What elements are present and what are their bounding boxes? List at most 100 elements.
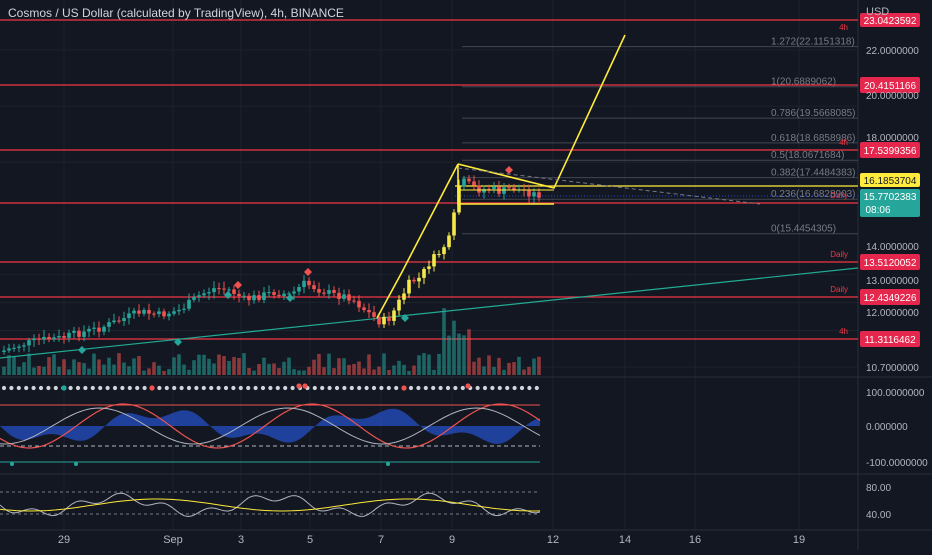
oscillator-dot	[135, 385, 140, 391]
level-price-tag	[860, 331, 920, 347]
level-price-tag	[860, 77, 920, 93]
oscillator-axis-tick: -100.0000000	[866, 458, 928, 469]
y-axis-tick: 20.0000000	[866, 91, 919, 102]
candle-body	[32, 338, 36, 341]
level-timeframe-label: Daily	[830, 191, 848, 200]
volume-bar	[27, 353, 31, 375]
y-axis-tick: 12.0000000	[866, 308, 919, 319]
oscillator-dot	[112, 385, 118, 391]
volume-bar	[472, 361, 476, 375]
signal-diamond-marker	[78, 346, 86, 354]
candle-body	[527, 190, 531, 197]
y-axis-tick: 18.0000000	[866, 133, 919, 144]
rsi-axis-tick: 40.00	[866, 510, 891, 521]
candle-body	[92, 327, 96, 329]
volume-bar	[167, 369, 171, 375]
candle-body	[402, 293, 406, 300]
volume-bar	[82, 363, 86, 375]
candle-body	[367, 310, 371, 313]
candle-body	[372, 312, 376, 317]
trendline-teal	[0, 267, 859, 359]
oscillator-dot	[453, 385, 458, 391]
oscillator-dot	[186, 385, 192, 391]
volume-bar	[232, 356, 236, 375]
oscillator-dot	[127, 385, 132, 391]
x-axis-tick: 3	[238, 534, 244, 546]
candle-body	[322, 292, 326, 294]
candle-body	[477, 185, 481, 193]
volume-bar	[482, 366, 486, 375]
candle-body	[87, 328, 91, 332]
candle-body	[247, 295, 251, 301]
volume-bar	[132, 358, 136, 375]
oscillator-dot	[519, 385, 525, 391]
volume-bar	[382, 353, 386, 375]
candle-body	[462, 178, 466, 187]
volume-bar	[492, 366, 496, 375]
oscillator-signal-dot	[465, 383, 471, 389]
oscillator-line-red	[0, 403, 541, 449]
y-axis-tick: 22.0000000	[866, 46, 919, 57]
volume-bar	[47, 357, 51, 375]
volume-bar	[282, 361, 286, 375]
candle-body	[422, 268, 426, 278]
volume-bar	[17, 366, 21, 375]
oscillator-dot	[98, 385, 103, 391]
volume-bar	[362, 368, 366, 375]
level-price-tag	[860, 289, 920, 305]
volume-bar	[272, 363, 276, 375]
oscillator-dot	[497, 385, 502, 391]
candle-body	[187, 299, 191, 309]
candle-body	[147, 309, 151, 314]
candle-body	[177, 309, 181, 312]
volume-bar	[117, 353, 121, 375]
y-axis-tick: 14.0000000	[866, 242, 919, 253]
candle-body	[22, 345, 26, 347]
candle-body	[102, 326, 106, 332]
volume-bar	[527, 366, 531, 375]
volume-bar	[87, 368, 91, 375]
oscillator-dot	[534, 385, 539, 391]
candle-body	[52, 337, 56, 340]
volume-bar	[182, 364, 186, 375]
volume-bar	[342, 358, 346, 375]
y-axis-tick: 10.7000000	[866, 363, 919, 374]
volume-bar	[122, 362, 126, 375]
oscillator-axis-tick: 0.000000	[866, 422, 908, 433]
oscillator-dot	[9, 385, 14, 391]
candle-body	[12, 347, 16, 349]
volume-bar	[142, 370, 146, 375]
candle-body	[342, 294, 346, 299]
candle-body	[297, 287, 301, 292]
oscillator-dot	[527, 385, 532, 391]
x-axis-tick: 16	[689, 534, 701, 546]
oscillator-dot	[223, 385, 229, 391]
candle-body	[262, 292, 266, 300]
candle-body	[27, 340, 31, 346]
candle-body	[377, 316, 381, 325]
volume-bar	[247, 367, 251, 375]
candle-body	[227, 289, 231, 291]
candle-body	[152, 313, 156, 315]
volume-bar	[72, 359, 76, 375]
oscillator-dot	[246, 385, 251, 391]
volume-bar	[532, 358, 536, 375]
candle-body	[82, 331, 86, 337]
candle-body	[317, 289, 321, 293]
volume-bar	[157, 365, 161, 375]
oscillator-dot	[408, 385, 414, 391]
oscillator-dot	[438, 385, 443, 391]
volume-bar	[112, 364, 116, 375]
countdown-text: 08:06	[865, 205, 890, 216]
top-level-price-tag	[860, 13, 920, 27]
candle-body	[387, 316, 391, 321]
oscillator-dot	[357, 385, 362, 391]
oscillator-dot	[179, 385, 184, 391]
volume-bar	[447, 335, 451, 375]
volume-bar	[402, 364, 406, 375]
volume-bar	[347, 364, 351, 375]
candle-body	[427, 266, 431, 269]
oscillator-dot	[475, 385, 480, 391]
